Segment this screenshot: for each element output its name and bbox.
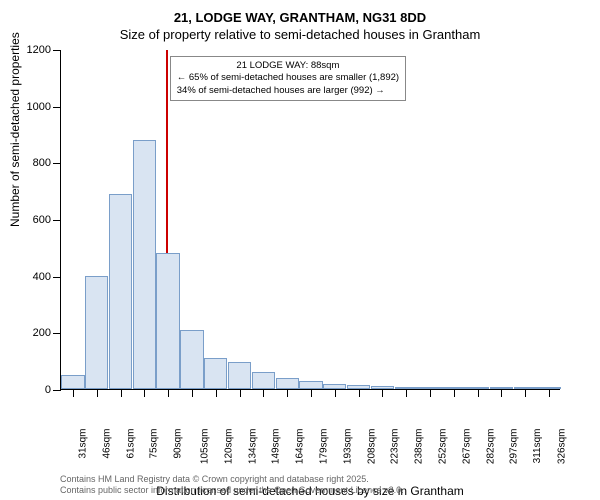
x-tick-label: 75sqm (149, 429, 160, 459)
x-tick-label: 61sqm (125, 429, 136, 459)
x-tick (216, 389, 217, 397)
histogram-bar (180, 330, 203, 390)
y-tick-label: 1200 (21, 44, 51, 56)
y-tick-label: 0 (21, 384, 51, 396)
x-tick-label: 311sqm (532, 429, 543, 464)
x-tick-label: 208sqm (366, 429, 377, 465)
footer-line2: Contains public sector information licen… (60, 485, 404, 496)
x-tick-label: 193sqm (342, 429, 353, 465)
x-tick-label: 282sqm (485, 429, 496, 465)
y-tick (53, 277, 61, 278)
chart-title-sub: Size of property relative to semi-detach… (0, 25, 600, 42)
x-tick (549, 389, 550, 397)
x-tick-label: 223sqm (390, 429, 401, 465)
x-tick (501, 389, 502, 397)
x-tick (121, 389, 122, 397)
annotation-line1: 21 LODGE WAY: 88sqm (177, 60, 399, 72)
x-tick (144, 389, 145, 397)
histogram-bar (156, 253, 179, 389)
histogram-bar (299, 381, 322, 390)
plot-area: 21 LODGE WAY: 88sqm ← 65% of semi-detach… (60, 50, 560, 390)
annotation-box: 21 LODGE WAY: 88sqm ← 65% of semi-detach… (170, 56, 406, 101)
x-tick-label: 179sqm (318, 429, 329, 465)
x-tick (168, 389, 169, 397)
y-tick (53, 333, 61, 334)
y-tick (53, 390, 61, 391)
x-tick-label: 105sqm (199, 429, 210, 465)
x-tick (192, 389, 193, 397)
x-tick-label: 31sqm (77, 429, 88, 459)
y-tick-label: 200 (21, 327, 51, 339)
y-tick (53, 163, 61, 164)
x-tick (359, 389, 360, 397)
histogram-bar (133, 140, 156, 389)
y-tick-label: 800 (21, 157, 51, 169)
x-tick (454, 389, 455, 397)
histogram-bar (252, 372, 275, 389)
x-tick-label: 238sqm (414, 429, 425, 465)
x-tick (287, 389, 288, 397)
x-tick-label: 46sqm (101, 429, 112, 459)
histogram-bar (228, 362, 251, 389)
footer-line1: Contains HM Land Registry data © Crown c… (60, 474, 404, 485)
x-tick (73, 389, 74, 397)
x-tick-label: 90sqm (173, 429, 184, 459)
x-tick (478, 389, 479, 397)
y-tick-label: 400 (21, 271, 51, 283)
y-tick-label: 600 (21, 214, 51, 226)
x-tick-label: 149sqm (271, 429, 282, 465)
histogram-bar (85, 276, 108, 389)
x-tick-label: 267sqm (461, 429, 472, 465)
chart-container: Number of semi-detached properties 21 LO… (60, 50, 570, 430)
x-tick (382, 389, 383, 397)
x-tick-label: 326sqm (556, 429, 567, 465)
x-tick (97, 389, 98, 397)
x-tick (525, 389, 526, 397)
x-tick (311, 389, 312, 397)
x-tick-label: 134sqm (247, 429, 258, 465)
histogram-bar (204, 358, 227, 389)
annotation-line2: ← 65% of semi-detached houses are smalle… (177, 72, 399, 84)
x-tick-label: 297sqm (509, 429, 520, 465)
x-tick-label: 164sqm (294, 429, 305, 465)
x-tick (240, 389, 241, 397)
x-tick-label: 252sqm (437, 429, 448, 465)
histogram-bar (276, 378, 299, 389)
annotation-line3: 34% of semi-detached houses are larger (… (177, 85, 399, 97)
histogram-bar (109, 194, 132, 390)
x-tick-label: 120sqm (223, 429, 234, 465)
y-tick (53, 220, 61, 221)
y-tick (53, 107, 61, 108)
footer-attribution: Contains HM Land Registry data © Crown c… (60, 474, 404, 496)
y-tick-label: 1000 (21, 101, 51, 113)
x-tick (335, 389, 336, 397)
x-tick (263, 389, 264, 397)
y-tick (53, 50, 61, 51)
y-axis-label: Number of semi-detached properties (8, 32, 22, 227)
x-tick (430, 389, 431, 397)
x-tick (406, 389, 407, 397)
histogram-bar (61, 375, 84, 389)
chart-title-main: 21, LODGE WAY, GRANTHAM, NG31 8DD (0, 0, 600, 25)
